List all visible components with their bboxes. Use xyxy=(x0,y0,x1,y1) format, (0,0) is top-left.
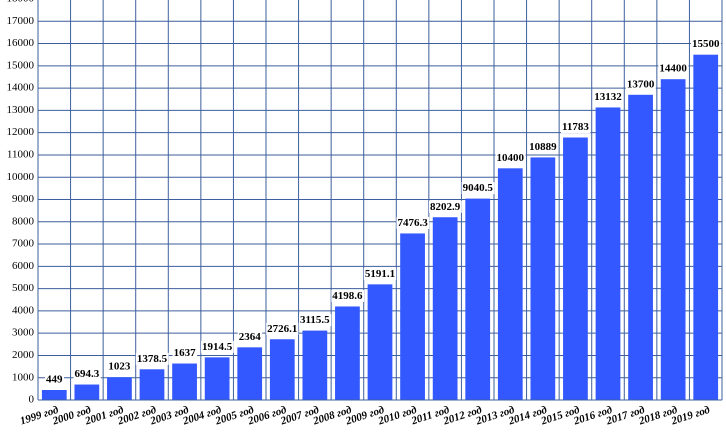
bar xyxy=(595,107,621,401)
bar xyxy=(497,168,523,400)
value-label: 10889 xyxy=(529,141,557,153)
value-label-bg xyxy=(237,330,263,343)
value-label-bg xyxy=(690,38,721,51)
value-label: 694.3 xyxy=(74,368,99,380)
bar xyxy=(530,157,556,400)
y-tick-label: 6000 xyxy=(12,260,35,272)
value-label-bg xyxy=(495,151,526,164)
value-label: 7476.3 xyxy=(397,217,428,229)
value-label: 1378.5 xyxy=(137,353,168,365)
bar xyxy=(204,357,230,400)
bar xyxy=(660,79,686,400)
value-label-bg xyxy=(625,78,656,91)
y-tick-label: 18000 xyxy=(7,0,35,5)
value-label: 2364 xyxy=(239,331,262,343)
value-label-bg xyxy=(266,322,299,335)
y-tick-label: 9000 xyxy=(12,193,35,205)
y-tick-label: 8000 xyxy=(12,215,35,227)
value-label-bg xyxy=(363,267,397,280)
value-label-bg xyxy=(73,368,101,381)
y-tick-label: 1000 xyxy=(12,371,35,383)
value-label: 1023 xyxy=(108,361,131,373)
bar xyxy=(628,94,653,401)
bar xyxy=(465,198,491,400)
value-label: 4198.6 xyxy=(332,290,363,302)
value-label: 2726.1 xyxy=(267,323,297,335)
value-label-bg xyxy=(45,373,65,386)
y-tick-label: 13000 xyxy=(7,104,35,116)
value-label-bg xyxy=(658,62,689,75)
value-label: 13700 xyxy=(627,78,655,90)
value-label-bg xyxy=(593,90,624,103)
y-tick-label: 3000 xyxy=(12,327,35,339)
value-label-bg xyxy=(461,182,495,195)
bar xyxy=(41,389,67,400)
y-tick-label: 5000 xyxy=(12,282,35,294)
y-tick-label: 7000 xyxy=(12,238,35,250)
bar xyxy=(563,137,588,400)
bar xyxy=(367,284,393,400)
y-tick-label: 16000 xyxy=(7,37,35,49)
value-label-bg xyxy=(299,314,332,327)
value-label-bg xyxy=(331,289,365,302)
value-label-bg xyxy=(107,360,132,373)
value-label-bg xyxy=(528,140,559,153)
value-label: 8202.9 xyxy=(430,201,461,213)
value-label: 11783 xyxy=(562,121,589,133)
y-tick-label: 12000 xyxy=(7,126,35,138)
bar xyxy=(237,347,263,400)
value-label: 1637 xyxy=(174,347,197,359)
value-label: 14400 xyxy=(659,63,687,75)
y-tick-label: 14000 xyxy=(7,82,35,94)
value-label-bg xyxy=(560,121,591,134)
y-tick-label: 4000 xyxy=(12,304,35,316)
y-tick-label: 2000 xyxy=(12,349,35,361)
y-tick-label: 11000 xyxy=(7,148,35,160)
value-label: 10400 xyxy=(497,152,525,164)
value-label-bg xyxy=(396,216,430,229)
value-label: 449 xyxy=(46,374,63,386)
value-label-bg xyxy=(135,352,169,365)
bar xyxy=(302,330,328,400)
value-label: 15500 xyxy=(692,38,720,50)
value-label: 5191.1 xyxy=(365,268,395,280)
value-label-bg xyxy=(172,347,198,360)
bar xyxy=(139,369,165,400)
y-tick-label: 15000 xyxy=(7,59,35,71)
y-tick-label: 17000 xyxy=(7,15,35,27)
value-label-bg xyxy=(201,340,234,353)
bar xyxy=(693,54,719,400)
bar xyxy=(400,233,425,400)
bar xyxy=(74,384,100,400)
y-tick-label: 0 xyxy=(29,394,35,406)
bar xyxy=(335,306,360,400)
bar xyxy=(172,363,197,400)
value-label: 1914.5 xyxy=(202,341,233,353)
value-label: 9040.5 xyxy=(463,182,494,194)
y-tick-label: 10000 xyxy=(7,171,35,183)
value-label: 13132 xyxy=(594,91,622,103)
bar xyxy=(269,339,295,400)
value-label-bg xyxy=(429,200,462,213)
bar xyxy=(432,217,458,400)
bar xyxy=(107,377,132,400)
value-label: 3115.5 xyxy=(300,314,330,326)
